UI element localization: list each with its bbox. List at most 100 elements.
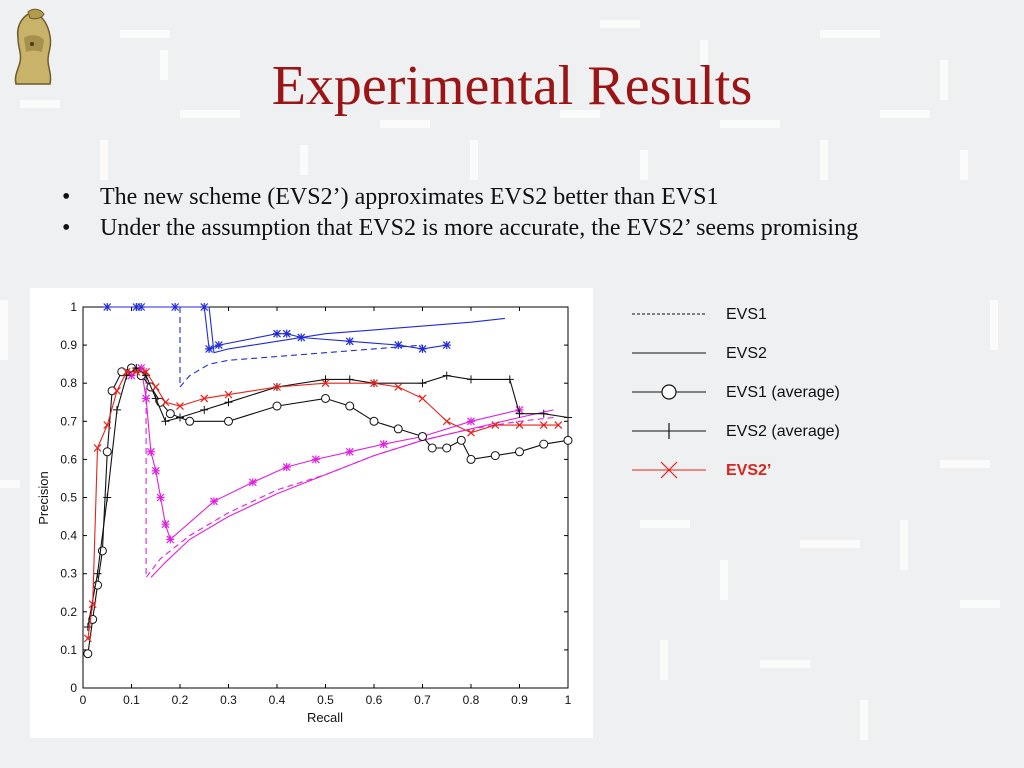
legend-swatch-circle	[632, 384, 706, 400]
cross-b	[93, 444, 102, 452]
data-point-cross	[142, 367, 150, 376]
x-tick-label: 0.6	[366, 693, 383, 707]
data-point-star	[379, 440, 388, 449]
data-point-cross	[491, 421, 500, 430]
data-point-star	[442, 341, 451, 350]
bullet-item: • Under the assumption that EVS2 is more…	[62, 214, 982, 242]
legend-item-evs2-average: EVS2 (average)	[630, 417, 910, 447]
x-ticks: 0 0.1 0.2 0.3 0.4 0.5 0.6 0.7 0.8 0.9 1	[80, 307, 572, 707]
data-point-plus	[151, 394, 160, 403]
legend-swatch-cross	[632, 461, 706, 479]
data-point-plus	[467, 375, 475, 384]
y-tick-label: 0.7	[60, 414, 77, 428]
data-point-plus	[103, 493, 112, 502]
data-point-cross	[442, 417, 451, 426]
x-tick-label: 0.1	[123, 693, 140, 707]
data-point-plus	[345, 375, 354, 384]
data-point-plus	[321, 375, 330, 384]
series-layer	[83, 303, 573, 659]
data-point-cross	[273, 383, 281, 391]
data-point-cross	[467, 428, 475, 437]
cross-b	[418, 394, 427, 403]
cross-b	[273, 383, 281, 391]
legend-item-evs1-average: EVS1 (average)	[630, 378, 910, 408]
chart-svg: 0 0.1 0.2 0.3 0.4 0.5 0.6 0.7 0.8 0.9 1 0 0.1 0.2 0.3…	[36, 300, 573, 725]
data-point-cross	[88, 600, 97, 609]
data-point-star	[151, 466, 160, 475]
cross-b	[554, 421, 563, 430]
cross-b	[103, 421, 112, 430]
data-point-star	[209, 497, 218, 506]
data-point-plus	[224, 398, 233, 407]
legend: EVS1 EVS2 EVS1 (average) EVS2 (average) …	[630, 296, 910, 496]
data-point-plus	[93, 569, 102, 578]
data-point-star	[282, 463, 291, 472]
data-point-plus	[176, 413, 184, 422]
data-point-circle	[427, 443, 437, 453]
data-point-circle	[466, 454, 476, 464]
cross-b	[394, 383, 403, 391]
data-point-star	[156, 493, 165, 502]
cross-b	[224, 390, 233, 399]
data-point-circle	[563, 435, 573, 445]
data-point-star	[248, 478, 257, 487]
cross-b	[151, 383, 160, 391]
legend-swatch-dotted	[632, 313, 706, 315]
y-tick-label: 0.4	[60, 529, 77, 543]
data-point-plus	[83, 623, 92, 632]
data-point-cross	[515, 421, 524, 430]
legend-item-evs1: EVS1	[630, 300, 910, 330]
y-tick-label: 1	[70, 300, 77, 314]
cross-b	[88, 600, 97, 609]
data-point-cross	[418, 394, 427, 403]
data-point-star	[166, 535, 175, 544]
data-point-star	[467, 417, 475, 426]
data-point-circle	[83, 649, 93, 659]
data-point-circle	[272, 401, 282, 411]
data-point-cross	[176, 402, 184, 410]
data-point-circle	[456, 435, 466, 445]
legend-swatch-solid	[632, 352, 706, 354]
legend-label: EVS2	[726, 345, 767, 362]
x-tick-label: 0	[80, 693, 87, 707]
legend-label: EVS1 (average)	[726, 384, 840, 401]
x-tick-label: 0.2	[172, 693, 189, 707]
data-point-star	[146, 447, 155, 456]
data-point-plus	[539, 409, 548, 418]
data-point-star	[103, 303, 112, 311]
data-point-circle	[224, 416, 233, 426]
series-line-8	[87, 371, 559, 639]
data-point-plus	[200, 405, 209, 414]
data-point-star	[214, 341, 223, 350]
x-axis-label: Recall	[307, 710, 343, 725]
data-point-cross	[370, 379, 378, 388]
cross-b	[491, 421, 500, 430]
data-point-plus	[132, 363, 141, 372]
data-point-plus	[418, 379, 427, 388]
data-point-circle	[117, 367, 127, 377]
precision-recall-chart: 0 0.1 0.2 0.3 0.4 0.5 0.6 0.7 0.8 0.9 1 0 0.1 0.2 0.3…	[30, 288, 593, 738]
y-tick-label: 0.8	[60, 376, 77, 390]
y-tick-label: 0.6	[60, 452, 77, 466]
x-tick-label: 0.9	[511, 693, 528, 707]
cross-b	[370, 379, 378, 388]
data-point-plus	[442, 371, 451, 380]
series-line-1	[170, 306, 505, 354]
cross-b	[161, 398, 170, 407]
x-tick-label: 0.5	[317, 693, 334, 707]
data-point-cross	[200, 394, 209, 403]
bullet-glyph: •	[62, 215, 71, 241]
y-tick-label: 0	[70, 681, 77, 695]
cross-b	[176, 402, 184, 410]
y-tick-label: 0.3	[60, 567, 77, 581]
data-point-cross	[394, 383, 403, 391]
data-point-circle	[321, 393, 330, 403]
data-point-star	[345, 447, 354, 456]
data-point-star	[282, 329, 291, 338]
helmet-logo-icon	[14, 8, 52, 85]
data-point-star	[394, 341, 403, 350]
data-point-plus	[505, 375, 514, 384]
data-point-star	[311, 455, 320, 464]
data-point-star	[161, 520, 170, 529]
cross-b	[442, 417, 451, 426]
